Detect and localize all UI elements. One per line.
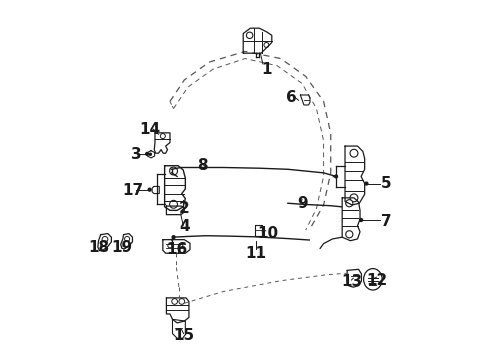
Circle shape	[102, 237, 108, 242]
Text: 16: 16	[167, 242, 188, 257]
Text: 13: 13	[342, 274, 363, 289]
Circle shape	[335, 175, 338, 178]
Text: 2: 2	[179, 201, 190, 216]
Text: 19: 19	[111, 240, 132, 255]
Circle shape	[124, 237, 130, 242]
Text: 8: 8	[197, 158, 207, 173]
Circle shape	[149, 153, 151, 156]
Circle shape	[171, 168, 173, 171]
Circle shape	[172, 236, 175, 239]
Circle shape	[346, 231, 353, 238]
Text: 18: 18	[88, 240, 109, 255]
Text: 10: 10	[258, 226, 279, 241]
Text: 15: 15	[174, 328, 195, 343]
Circle shape	[178, 244, 183, 248]
Circle shape	[160, 134, 165, 139]
Text: 14: 14	[140, 122, 161, 138]
Circle shape	[148, 188, 151, 191]
Text: 5: 5	[381, 176, 392, 191]
Circle shape	[170, 167, 177, 175]
Text: 7: 7	[381, 213, 392, 229]
Circle shape	[146, 153, 148, 156]
Circle shape	[170, 201, 177, 208]
Text: 3: 3	[131, 148, 141, 162]
Circle shape	[350, 149, 358, 157]
Text: 9: 9	[297, 196, 307, 211]
Circle shape	[246, 32, 253, 39]
Circle shape	[264, 42, 269, 48]
Text: 17: 17	[122, 183, 143, 198]
Circle shape	[168, 244, 172, 248]
Circle shape	[365, 182, 368, 185]
Text: 1: 1	[261, 62, 271, 77]
Text: 4: 4	[179, 219, 190, 234]
Circle shape	[350, 194, 358, 202]
Circle shape	[360, 219, 363, 221]
Text: 11: 11	[245, 246, 266, 261]
Text: 12: 12	[367, 273, 388, 288]
Text: 6: 6	[286, 90, 297, 105]
Circle shape	[179, 298, 185, 304]
Circle shape	[172, 298, 177, 304]
Circle shape	[346, 200, 353, 207]
